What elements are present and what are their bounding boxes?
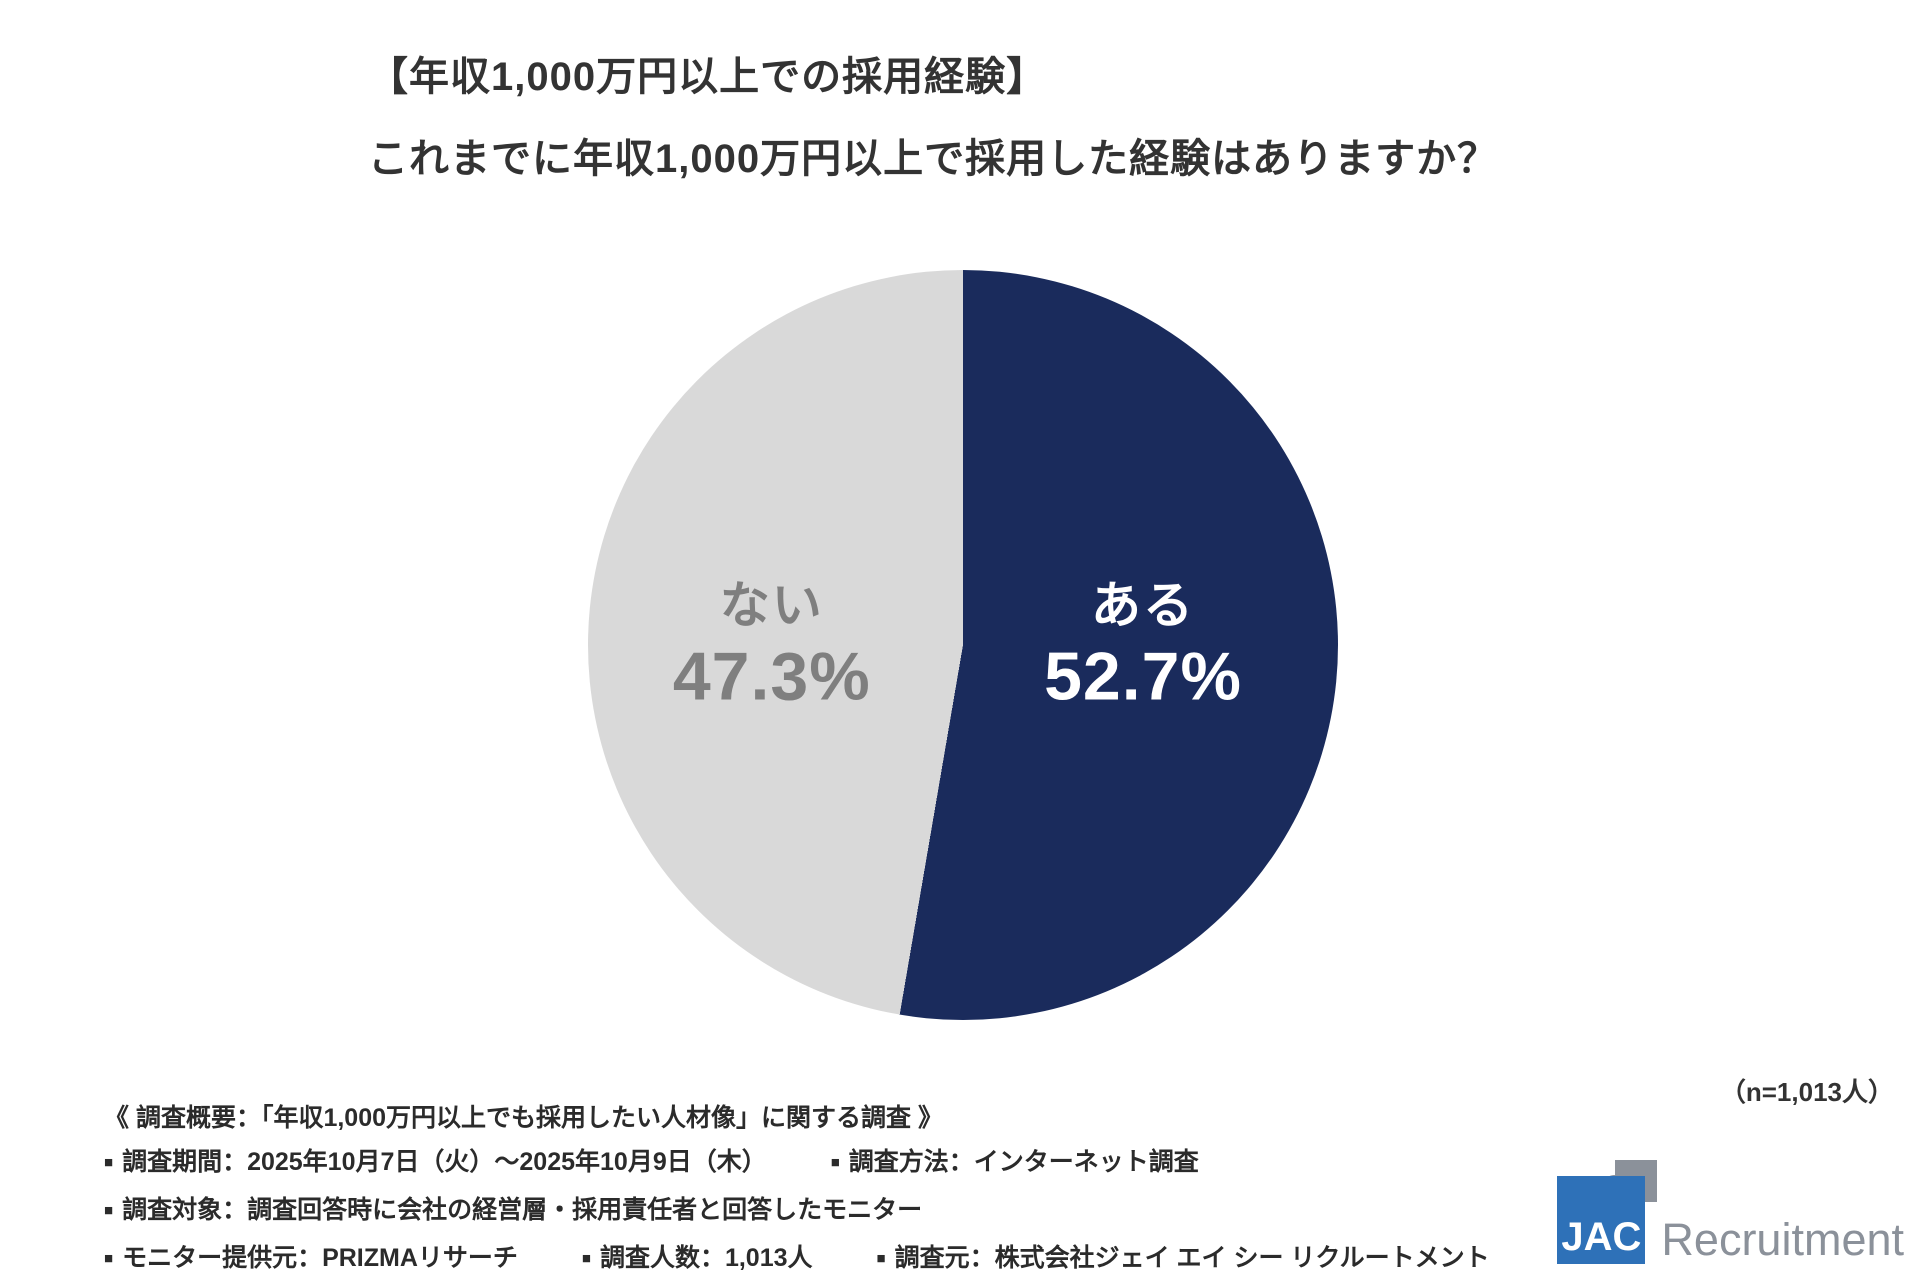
pie-category-nai: ない xyxy=(719,577,824,634)
bullet-icon: ■ xyxy=(104,1250,114,1267)
bullet-icon: ■ xyxy=(876,1250,886,1267)
survey-item-target: ■ 調査対象：調査回答時に会社の経営層・採用責任者と回答したモニター xyxy=(104,1188,922,1236)
bullet-icon: ■ xyxy=(104,1202,114,1219)
bullet-icon: ■ xyxy=(830,1154,840,1171)
survey-item-text: 調査対象：調査回答時に会社の経営層・採用責任者と回答したモニター xyxy=(122,1196,923,1224)
pie-chart: ない 47.3% ある 52.7% xyxy=(588,270,1338,1020)
survey-item-text: 調査元：株式会社ジェイ エイ シー リクルートメント xyxy=(894,1244,1490,1272)
bullet-icon: ■ xyxy=(581,1250,591,1267)
jac-logo-square: JAC xyxy=(1557,1176,1646,1264)
jac-logo-mark: JAC xyxy=(1557,1160,1658,1264)
survey-summary: 《 調査概要：「年収1,000万円以上でも採用したい人材像」に関する調査 》 ■… xyxy=(104,1096,1490,1280)
page-title: 【年収1,000万円以上での採用経験】 これまでに年収1,000万円以上で採用し… xyxy=(368,36,1498,200)
pie-value-nai: 47.3% xyxy=(672,638,871,715)
pie-circle xyxy=(588,270,1338,1020)
bullet-icon: ■ xyxy=(104,1154,114,1171)
title-line2: これまでに年収1,000万円以上で採用した経験はありますか？ xyxy=(368,137,1499,181)
pie-label-nai: ない 47.3% xyxy=(673,575,871,716)
survey-item-text: 調査方法：インターネット調査 xyxy=(848,1148,1199,1176)
survey-heading: 《 調査概要：「年収1,000万円以上でも採用したい人材像」に関する調査 》 xyxy=(104,1104,943,1132)
survey-item-source: ■ 調査元：株式会社ジェイ エイ シー リクルートメント xyxy=(877,1236,1490,1280)
survey-item-period: ■ 調査期間：2025年10月7日（火）～2025年10月9日（木） xyxy=(104,1140,767,1188)
survey-item-method: ■ 調査方法：インターネット調査 xyxy=(831,1140,1199,1188)
pie-label-aru: ある 52.7% xyxy=(1044,575,1242,716)
survey-item-text: 調査人数：1,013人 xyxy=(599,1244,813,1272)
survey-item-monitor: ■ モニター提供元：PRIZMAリサーチ xyxy=(104,1236,518,1280)
survey-row: ■ 調査期間：2025年10月7日（火）～2025年10月9日（木） ■ 調査方法：… xyxy=(104,1140,1490,1188)
sample-size-note: （n=1,013人） xyxy=(1719,1077,1894,1107)
survey-item-text: モニター提供元：PRIZMAリサーチ xyxy=(122,1244,518,1272)
survey-row: ■ モニター提供元：PRIZMAリサーチ ■ 調査人数：1,013人 ■ 調査元：株式… xyxy=(104,1236,1490,1280)
title-line1: 【年収1,000万円以上での採用経験】 xyxy=(368,55,1048,99)
jac-logo-text: JAC xyxy=(1561,1215,1642,1259)
survey-row: ■ 調査対象：調査回答時に会社の経営層・採用責任者と回答したモニター xyxy=(104,1188,1490,1236)
pie-category-aru: ある xyxy=(1091,577,1195,634)
pie-value-aru: 52.7% xyxy=(1044,638,1242,715)
survey-item-count: ■ 調査人数：1,013人 xyxy=(582,1236,813,1280)
jac-recruitment-logo: JAC Recruitment xyxy=(1557,1160,1904,1264)
recruitment-logo-text: Recruitment xyxy=(1661,1214,1904,1265)
survey-item-text: 調査期間：2025年10月7日（火）～2025年10月9日（木） xyxy=(122,1148,767,1176)
